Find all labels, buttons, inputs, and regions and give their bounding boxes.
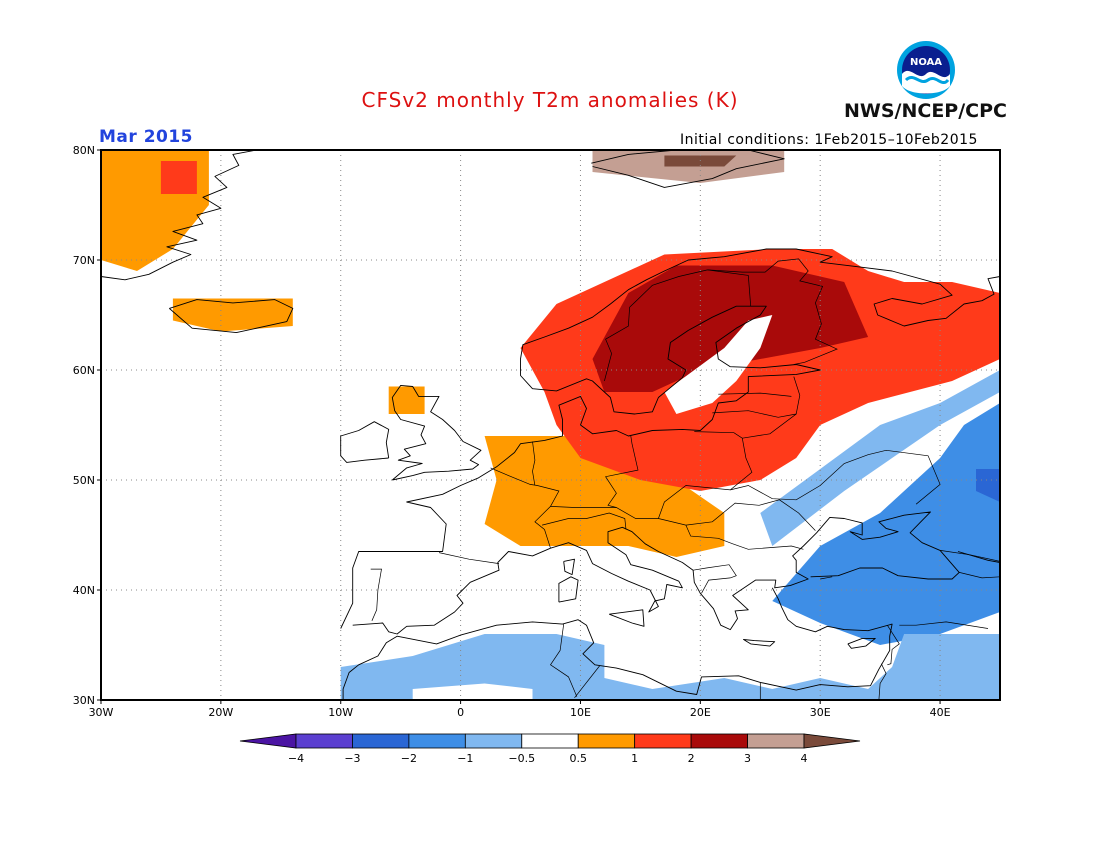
lat-tick-label: 40N [73,584,95,597]
anomaly-region-greenland-warm [160,161,197,194]
country-border [712,410,797,418]
colorbar-swatch [464,733,523,749]
coastline [169,299,294,334]
country-border [370,568,382,621]
anomaly-region-africa-gap [412,683,533,700]
country-border [899,621,989,629]
colorbar-tick-label: −4 [288,752,304,765]
anomaly-region-scandinavia-hot [592,265,869,392]
colorbar-swatch [295,733,353,749]
colorbar-swatch [747,733,805,749]
svg-text:NOAA: NOAA [910,57,942,68]
anomaly-shading [101,150,1000,700]
colorbar-tick-label: 1 [631,752,638,765]
anomaly-region-east-blue [772,403,1000,645]
country-border [693,564,737,594]
colorbar-tick-label: −1 [457,752,473,765]
country-border [959,572,1001,579]
coastline [743,639,776,647]
coastline [340,421,390,463]
country-border [532,441,536,486]
colorbar-high-arrow [803,733,861,749]
initial-conditions: Initial conditions: 1Feb2015–10Feb2015 [680,132,978,148]
country-borders [370,258,1001,701]
coastline [609,609,645,627]
lat-tick-label: 70N [73,254,95,267]
country-border [887,625,900,666]
lat-tick-label: 60N [73,364,95,377]
coastline [352,511,960,635]
country-border [707,258,838,365]
colorbar: −4 −3 −2 −1 −0.5 0.5 1 2 3 4 [239,733,861,765]
colorbar-swatch [352,733,410,749]
country-border [820,576,833,580]
axis-labels: 30W 20W 10W 0 10E 20E 30E 40E 30N 40N 50N 60N 70N 80N [73,144,951,719]
coastline [563,558,575,576]
coastline [342,587,893,700]
lon-tick-label: 40E [930,706,951,719]
country-border [604,269,708,382]
noaa-logo-icon: NOAA [896,40,956,100]
colorbar-swatch [577,733,636,749]
country-border [730,449,941,505]
country-border [438,552,500,564]
coastline [100,149,257,281]
map-frame [100,149,1001,701]
colorbar-tick-label: 2 [688,752,695,765]
figure-title: CFSv2 monthly T2m anomalies (K) [361,88,739,112]
organization-label: NWS/NCEP/CPC [844,100,1007,122]
coastline [340,248,1001,629]
colorbar-tick-label: −3 [344,752,360,765]
lon-tick-label: 20E [690,706,711,719]
forecast-month: Mar 2015 [99,127,194,147]
anomaly-region-europe-orange [484,436,725,557]
colorbar-swatch [690,733,748,749]
coastline [558,576,579,603]
country-border [550,624,578,697]
lon-tick-label: 20W [208,706,233,719]
country-border [707,269,752,307]
coastline [591,149,785,188]
lat-tick-label: 50N [73,474,95,487]
country-border [718,392,792,397]
country-border [542,512,627,530]
coastline [391,384,482,481]
lon-tick-label: 0 [457,706,464,719]
country-border [658,499,816,531]
coastline [847,637,876,649]
anomaly-region-east-deep [976,469,1000,502]
colorbar-low-arrow [239,733,297,749]
country-border [940,550,1001,562]
colorbar-swatch [634,733,692,749]
lat-tick-label: 30N [73,694,95,707]
colorbar-tick-label: 3 [744,752,751,765]
lon-tick-label: 30W [89,706,114,719]
country-border [605,435,639,508]
anomaly-region-north-africa [340,634,1000,700]
colorbar-tick-label: 0.5 [569,752,587,765]
anomaly-region-iceland [172,298,293,332]
country-border [574,665,600,699]
lon-tick-label: 10E [570,706,591,719]
colorbar-tick-label: −2 [401,752,417,765]
lon-tick-label: 30E [810,706,831,719]
colorbar-swatch [408,733,466,749]
country-border [490,467,560,549]
lon-tick-label: 10W [328,706,353,719]
lat-tick-label: 80N [73,144,95,157]
anomaly-region-uk-spot [388,386,425,414]
country-border [685,524,804,550]
anomaly-region-baltic-neutral [664,315,773,414]
colorbar-swatch [521,733,579,749]
country-border [878,663,887,701]
colorbar-tick-label: −0.5 [508,752,535,765]
coastlines [100,149,1001,700]
anomaly-region-east-lightblue [760,370,1000,546]
country-border [550,431,753,519]
colorbar-tick-label: 4 [801,752,808,765]
